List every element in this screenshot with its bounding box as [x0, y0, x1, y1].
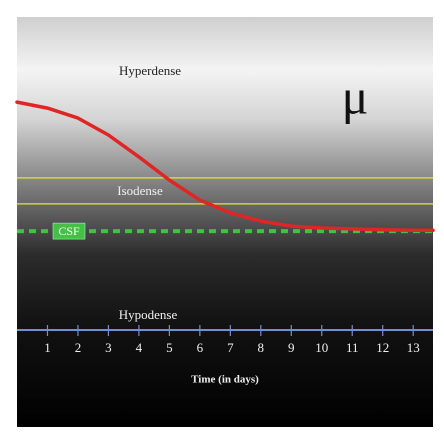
csf-box	[52, 222, 86, 240]
x-axis-label: Time (in days)	[191, 374, 259, 386]
region-label: Hyperdense	[119, 63, 181, 78]
x-tick-label: 2	[75, 340, 82, 355]
region-label: Isodense	[117, 183, 163, 198]
x-tick-label: 4	[136, 340, 143, 355]
x-tick-label: 12	[376, 340, 389, 355]
x-tick-label: 6	[197, 340, 204, 355]
csf-label: CSF	[58, 224, 80, 238]
x-tick-label: 3	[105, 340, 112, 355]
x-tick-label: 8	[258, 340, 265, 355]
x-tick-label: 9	[288, 340, 295, 355]
x-tick-label: 1	[44, 340, 51, 355]
panel	[17, 17, 433, 427]
x-tick-label: 7	[227, 340, 234, 355]
x-tick-label: 5	[166, 340, 173, 355]
line	[15, 100, 435, 232]
x-tick-label: 11	[346, 340, 359, 355]
x-tick-label: 13	[407, 340, 420, 355]
symbol: μ	[342, 68, 369, 124]
x-tick-label: 10	[315, 340, 328, 355]
region-label: Hypodense	[119, 307, 178, 322]
